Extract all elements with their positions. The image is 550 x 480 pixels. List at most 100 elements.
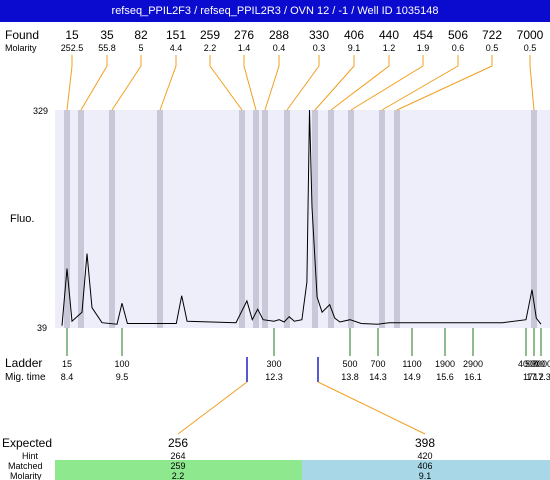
- found-molarity-12: 0.5: [486, 43, 499, 53]
- peak-band-12: [394, 110, 400, 328]
- found-size-11: 506: [448, 28, 468, 42]
- ladder-time-1: 9.5: [116, 372, 129, 382]
- peak-connectors: [66, 55, 535, 111]
- ladder-time-6: 15.6: [436, 372, 454, 382]
- peak-band-13: [531, 110, 537, 328]
- hint-label: Hint: [22, 451, 39, 461]
- found-connector-11: [381, 55, 459, 111]
- found-size-9: 440: [379, 28, 399, 42]
- peak-band-10: [348, 110, 354, 328]
- found-connector-6: [264, 55, 280, 111]
- peak-band-0: [64, 110, 70, 328]
- expected-label: Expected: [2, 436, 52, 450]
- ladder-time-3: 13.8: [341, 372, 359, 382]
- ladder-size-2: 300: [266, 359, 281, 369]
- ladder-size-6: 1900: [435, 359, 455, 369]
- found-connector-5: [243, 55, 257, 111]
- found-size-2: 82: [134, 28, 148, 42]
- found-connector-8: [314, 55, 355, 111]
- ladder-size-3: 500: [342, 359, 357, 369]
- expected-connector-1: [317, 381, 426, 435]
- expected-connector-0: [177, 381, 248, 435]
- peak-band-2: [109, 110, 115, 328]
- mig-time-label: Mig. time: [5, 372, 46, 383]
- found-size-1: 35: [100, 28, 114, 42]
- molarity-bottom-label: Molarity: [10, 471, 42, 480]
- found-connector-10: [350, 55, 424, 111]
- found-connector-4: [209, 55, 243, 111]
- ladder-time-9: 17.2: [526, 372, 544, 382]
- found-molarity-8: 9.1: [348, 43, 361, 53]
- ladder-size-1: 100: [114, 359, 129, 369]
- ladder-time-4: 14.3: [369, 372, 387, 382]
- ladder-size-10: 7000: [532, 359, 550, 369]
- found-connector-0: [66, 55, 73, 111]
- found-molarity-4: 2.2: [204, 43, 217, 53]
- peak-band-7: [284, 110, 290, 328]
- found-size-0: 15: [65, 28, 79, 42]
- expected-molarity-0: 2.2: [172, 471, 185, 480]
- found-connector-12: [396, 55, 493, 111]
- found-molarity-7: 0.3: [313, 43, 326, 53]
- found-connector-1: [80, 55, 108, 111]
- ytick-min: 39: [37, 323, 47, 333]
- expected-matched-0: 259: [170, 461, 185, 471]
- ytick-max: 329: [33, 106, 48, 116]
- found-size-7: 330: [309, 28, 329, 42]
- fluo-label: Fluo.: [10, 213, 34, 225]
- chart-title: refseq_PPIL2F3 / refseq_PPIL2R3 / OVN 12…: [0, 0, 550, 22]
- peak-band-5: [253, 110, 259, 328]
- found-molarity-6: 0.4: [273, 43, 286, 53]
- peak-band-8: [312, 110, 318, 328]
- ladder-time-10: 17.3: [533, 372, 550, 382]
- found-size-12: 722: [482, 28, 502, 42]
- found-connector-13: [529, 55, 535, 111]
- plot-area: [55, 110, 550, 328]
- ladder-size-5: 1100: [402, 359, 421, 369]
- expected-size-1: 398: [415, 436, 435, 450]
- matched-bar-right: [302, 460, 550, 480]
- found-molarity-11: 0.6: [452, 43, 465, 53]
- ladder-time-0: 8.4: [61, 372, 74, 382]
- molarity-label: Molarity: [5, 43, 37, 53]
- expected-hint-0: 264: [170, 451, 185, 461]
- found-molarity-2: 5: [138, 43, 143, 53]
- found-size-8: 406: [344, 28, 364, 42]
- found-connector-7: [286, 55, 320, 111]
- matched-label: Matched: [8, 461, 43, 471]
- ladder-labels: 15 8.4 100 9.5 300 12.3 500 13.8 700 14.3 1100 14.9…: [61, 359, 550, 382]
- found-molarity-3: 4.4: [170, 43, 183, 53]
- found-molarity-0: 252.5: [61, 43, 84, 53]
- peak-band-6: [262, 110, 268, 328]
- found-connector-9: [330, 55, 390, 111]
- ladder-size-4: 700: [370, 359, 385, 369]
- ladder-markers: [66, 328, 542, 356]
- peak-bands: [64, 110, 537, 328]
- found-size-5: 276: [234, 28, 254, 42]
- found-label: Found: [5, 28, 39, 42]
- found-molarity-5: 1.4: [238, 43, 251, 53]
- ladder-time-7: 16.1: [464, 372, 482, 382]
- found-size-3: 151: [166, 28, 186, 42]
- found-size-4: 259: [200, 28, 220, 42]
- matched-bar-left: [55, 460, 302, 480]
- found-molarity-9: 1.2: [383, 43, 396, 53]
- ladder-size-0: 15: [62, 359, 72, 369]
- ladder-size-9: 5000: [525, 359, 545, 369]
- found-size-6: 288: [269, 28, 289, 42]
- expected-molarity-1: 9.1: [419, 471, 432, 480]
- peak-band-1: [78, 110, 84, 328]
- ladder-label: Ladder: [5, 356, 42, 370]
- peak-band-11: [379, 110, 385, 328]
- found-size-10: 454: [413, 28, 433, 42]
- expected-matched-1: 406: [417, 461, 432, 471]
- ladder-time-8: 17: [523, 372, 533, 382]
- expected-hint-1: 420: [417, 451, 432, 461]
- expected-size-0: 256: [168, 436, 188, 450]
- ladder-size-7: 2900: [463, 359, 483, 369]
- peak-band-9: [328, 110, 334, 328]
- found-molarity-1: 55.8: [98, 43, 116, 53]
- found-molarity-10: 1.9: [417, 43, 430, 53]
